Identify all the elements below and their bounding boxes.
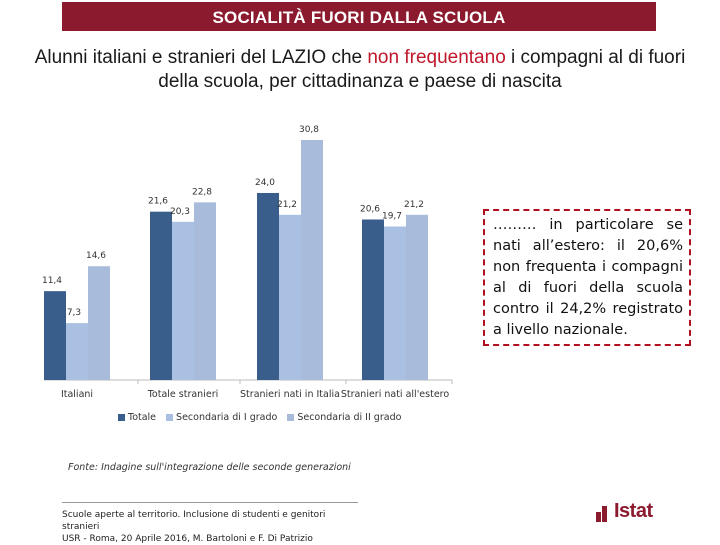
data-label-primo-0: 7,3 [67,308,81,318]
bar-primo-3 [384,226,406,380]
chart-legend: Totale Secondaria di I grado Secondaria … [118,412,401,423]
legend-item-primo: Secondaria di I grado [166,412,277,423]
source-note: Fonte: Indagine sull'integrazione delle … [68,462,351,473]
chart-heading: Alunni italiani e stranieri del LAZIO ch… [20,46,700,94]
legend-label-secondo: Secondaria di II grado [297,412,402,423]
category-label-3: Stranieri nati all'estero [341,389,450,400]
istat-logo-mark-icon [596,502,610,522]
category-label-1: Totale stranieri [147,389,219,400]
legend-label-totale: Totale [128,412,157,423]
heading-part2: i compagni al di fuori della scuola, per… [158,47,686,92]
bar-secondo-2 [301,140,323,380]
bar-secondo-1 [194,202,216,380]
heading-part1: Alunni italiani e stranieri del LAZIO ch… [34,47,368,68]
data-label-primo-2: 21,2 [277,200,297,210]
data-label-totale-3: 20,6 [360,204,380,214]
bar-primo-1 [172,221,194,380]
category-label-0: Italiani [61,389,93,400]
legend-item-secondo: Secondaria di II grado [287,412,401,423]
bar-secondo-3 [406,214,428,380]
bar-primo-2 [279,214,301,380]
legend-item-totale: Totale [118,412,156,423]
heading-highlight: non frequentano [367,47,506,68]
bar-primo-0 [66,323,88,380]
footer-line-1: Scuole aperte al territorio. Inclusione … [62,510,326,532]
legend-label-primo: Secondaria di I grado [176,412,278,423]
legend-swatch-primo [166,414,174,421]
bar-chart: 11,4 7,3 14,6 Italiani 21,620,322,8 Totale st… [42,125,453,400]
data-label-totale-2: 24,0 [255,178,275,188]
bar-secondo-0 [88,266,110,380]
data-label-primo-1: 20,3 [170,207,190,217]
bar-totale-3 [362,219,384,380]
data-label-totale-0: 11,4 [42,276,62,286]
legend-swatch-secondo [287,414,295,421]
data-label-secondo-1: 22,8 [192,187,212,197]
data-label-primo-3: 19,7 [382,211,402,221]
callout-text: ……… in particolare se nati all’estero: i… [493,217,683,338]
data-label-secondo-2: 30,8 [299,125,319,135]
banner-title: SOCIALITÀ FUORI DALLA SCUOLA [212,8,506,27]
category-label-2: Stranieri nati in Italia [240,389,340,400]
data-label-secondo-0: 14,6 [86,251,106,261]
slide-banner: SOCIALITÀ FUORI DALLA SCUOLA [62,2,656,31]
footer-line-2: USR - Roma, 20 Aprile 2016, M. Bartoloni… [62,534,313,544]
bar-totale-2 [257,192,279,380]
data-label-totale-1: 21,6 [148,197,168,207]
legend-swatch-totale [118,414,125,421]
bar-totale-1 [150,211,172,380]
bar-totale-0 [44,291,66,380]
callout-note: ……… in particolare se nati all’estero: i… [483,209,691,346]
footer: Scuole aperte al territorio. Inclusione … [62,502,358,544]
istat-logo: Istat [596,500,653,523]
data-label-secondo-3: 21,2 [404,200,424,210]
istat-logo-text: Istat [614,500,653,522]
